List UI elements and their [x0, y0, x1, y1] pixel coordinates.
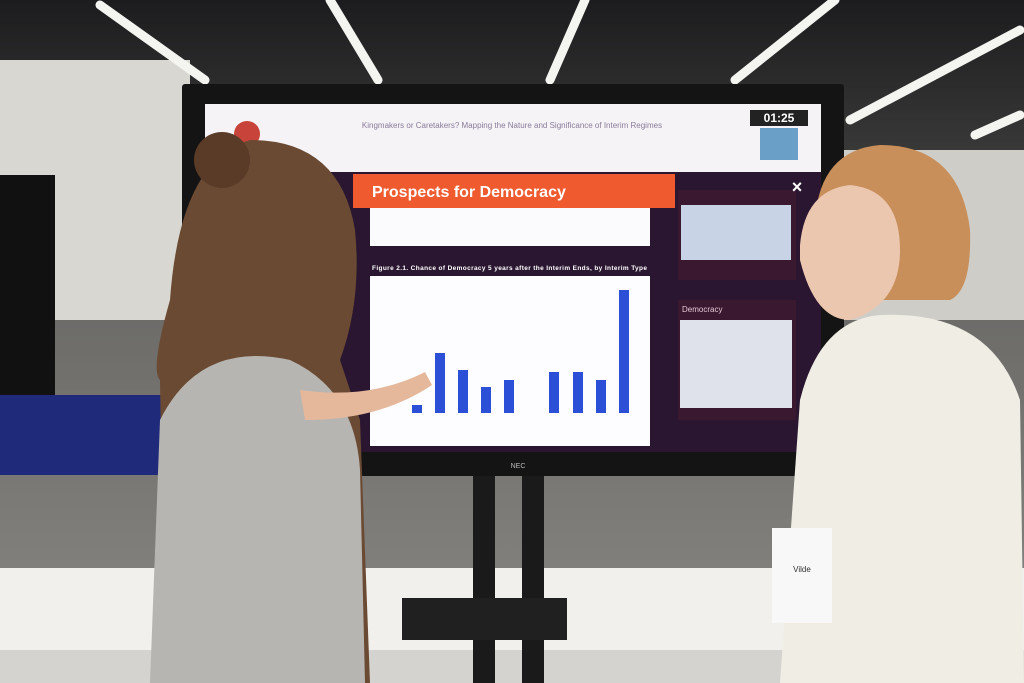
map [681, 205, 791, 260]
figure-caption: Figure 2.1. Chance of Democracy 5 years … [372, 265, 647, 272]
person-face [800, 185, 900, 320]
bar [549, 372, 559, 413]
person-arm [300, 372, 432, 420]
stand-base [402, 598, 567, 640]
bar [504, 380, 514, 413]
bar [412, 405, 422, 413]
bar [458, 370, 468, 413]
person-sweater [780, 314, 1024, 683]
close-icon[interactable]: × [792, 177, 803, 197]
bar [573, 372, 583, 413]
side-panel-label: Democracy [682, 305, 722, 314]
badge-name: Vilde [793, 565, 811, 574]
stand [522, 470, 544, 683]
timer: 01:25 [764, 111, 795, 125]
person-shirt [150, 356, 365, 683]
badge [772, 528, 832, 623]
timer-box [750, 110, 808, 126]
bar [481, 387, 491, 413]
poster-title: Kingmakers or Caretakers? Mapping the Na… [362, 121, 662, 130]
stand [473, 470, 495, 683]
side-chart [680, 320, 792, 408]
brand: NEC [511, 463, 526, 470]
bar [596, 380, 606, 413]
presenter-thumb [760, 128, 798, 160]
slide-box [370, 208, 650, 246]
hair-bun [194, 132, 250, 188]
slide-title: Prospects for Democracy [372, 184, 566, 201]
bar [435, 353, 445, 413]
side-monitor [0, 175, 55, 430]
slide-title-bar [353, 174, 675, 208]
chart-area [370, 276, 650, 446]
ceiling-lights [95, 0, 1024, 140]
bar [619, 290, 629, 413]
